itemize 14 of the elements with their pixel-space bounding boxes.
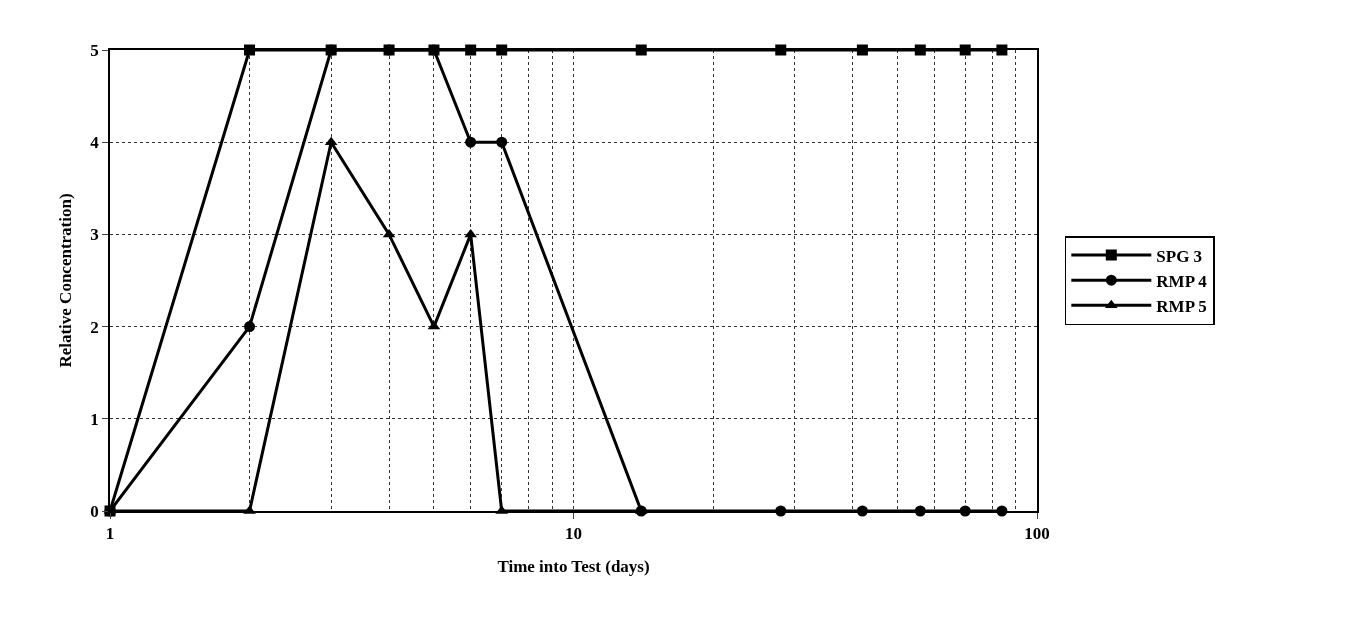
- y-tick-label: 1: [90, 409, 99, 429]
- y-axis-title: Relative Concentration): [56, 193, 76, 368]
- legend-label: SPG 3: [1156, 246, 1203, 266]
- legend-label: RMP 5: [1156, 296, 1207, 316]
- x-tick-label: 100: [1024, 524, 1050, 544]
- x-tick-label: 10: [565, 524, 582, 544]
- x-tick-label: 1: [105, 524, 115, 544]
- y-tick-label: 0: [90, 501, 99, 521]
- x-axis-title: Time into Test (days): [497, 557, 650, 577]
- legend-label: RMP 4: [1156, 271, 1208, 291]
- y-tick-label: 3: [90, 225, 99, 245]
- y-tick-label: 5: [90, 40, 99, 60]
- y-tick-label: 2: [90, 317, 99, 337]
- y-tick-label: 4: [90, 133, 100, 153]
